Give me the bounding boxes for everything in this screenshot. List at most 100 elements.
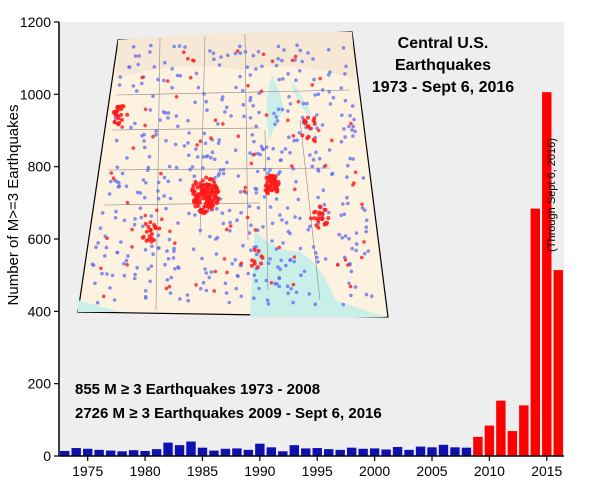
epicenter-dot-blue xyxy=(149,214,154,218)
epicenter-dot-blue xyxy=(132,222,137,227)
epicenter-dot-red xyxy=(252,247,257,252)
epicenter-dot-red xyxy=(157,226,162,231)
epicenter-dot-blue xyxy=(339,86,344,90)
bar-2005 xyxy=(427,447,437,456)
epicenter-dot-red xyxy=(265,190,270,195)
epicenter-dot-blue xyxy=(311,157,316,162)
epicenter-dot-red xyxy=(195,143,199,147)
epicenter-dot-blue xyxy=(156,180,161,185)
epicenter-dot-red xyxy=(195,201,200,206)
epicenter-dot-blue xyxy=(276,57,280,61)
epicenter-dot-blue xyxy=(276,172,281,176)
epicenter-dot-blue xyxy=(204,99,208,104)
epicenter-dot-blue xyxy=(274,115,279,119)
epicenter-dot-red xyxy=(349,121,353,126)
epicenter-dot-blue xyxy=(252,273,257,278)
epicenter-dot-blue xyxy=(162,194,166,198)
epicenter-dot-red xyxy=(116,116,121,121)
bar-1980 xyxy=(140,450,150,456)
epicenter-dot-red xyxy=(159,171,163,176)
epicenter-dot-blue xyxy=(345,195,349,200)
epicenter-dot-blue xyxy=(278,158,283,163)
epicenter-dot-red xyxy=(362,240,366,244)
epicenter-dot-blue xyxy=(171,256,176,260)
epicenter-dot-red xyxy=(186,56,190,61)
epicenter-dot-blue xyxy=(370,294,374,299)
epicenter-dot-blue xyxy=(186,141,190,145)
epicenter-dot-blue xyxy=(174,114,179,118)
epicenter-dot-red xyxy=(125,200,130,205)
epicenter-dot-blue xyxy=(248,73,253,77)
epicenter-dot-blue xyxy=(127,65,131,69)
epicenter-dot-red xyxy=(268,173,273,178)
epicenter-dot-red xyxy=(260,255,265,260)
bar-1975 xyxy=(82,448,93,456)
epicenter-dot-blue xyxy=(242,114,246,119)
epicenter-dot-blue xyxy=(350,104,355,108)
epicenter-dot-blue xyxy=(296,197,301,202)
epicenter-dot-blue xyxy=(351,124,356,129)
epicenter-dot-blue xyxy=(218,168,223,172)
epicenter-dot-blue xyxy=(176,221,180,225)
epicenter-dot-blue xyxy=(292,138,297,143)
epicenter-dot-blue xyxy=(133,217,137,221)
epicenter-dot-blue xyxy=(167,164,172,169)
bar-2009 xyxy=(473,436,483,456)
epicenter-dot-red xyxy=(228,224,233,228)
epicenter-dot-blue xyxy=(326,73,331,77)
epicenter-dot-red xyxy=(309,216,313,221)
epicenter-dot-blue xyxy=(146,165,151,170)
epicenter-dot-blue xyxy=(314,251,318,255)
epicenter-dot-red xyxy=(317,210,322,215)
epicenter-dot-red xyxy=(326,216,331,221)
epicenter-dot-red xyxy=(312,139,317,144)
epicenter-dot-blue xyxy=(283,147,288,151)
bar-1982 xyxy=(163,442,173,456)
epicenter-dot-blue xyxy=(203,141,208,146)
epicenter-dot-blue xyxy=(256,206,261,210)
epicenter-dot-blue xyxy=(282,48,286,52)
epicenter-dot-blue xyxy=(343,234,348,238)
epicenter-dot-blue xyxy=(339,139,344,144)
epicenter-dot-red xyxy=(311,118,316,123)
epicenter-dot-blue xyxy=(291,167,296,171)
epicenter-dot-red xyxy=(269,188,274,193)
epicenter-dot-blue xyxy=(234,286,239,291)
epicenter-dot-blue xyxy=(293,215,297,219)
epicenter-dot-blue xyxy=(328,102,333,106)
bar-1989 xyxy=(243,449,254,456)
epicenter-dot-blue xyxy=(233,148,238,152)
epicenter-dot-blue xyxy=(100,271,104,276)
epicenter-dot-red xyxy=(253,228,258,232)
epicenter-dot-blue xyxy=(292,259,297,264)
epicenter-dot-blue xyxy=(323,257,328,261)
epicenter-dot-blue xyxy=(93,281,97,286)
epicenter-dot-red xyxy=(211,191,216,196)
epicenter-dot-blue xyxy=(105,272,109,276)
epicenter-dot-blue xyxy=(274,197,279,201)
epicenter-dot-red xyxy=(360,202,364,206)
epicenter-dot-blue xyxy=(178,178,183,182)
epicenter-dot-blue xyxy=(216,141,221,145)
epicenter-dot-blue xyxy=(256,49,261,54)
bar-2006 xyxy=(438,444,449,456)
epicenter-dot-blue xyxy=(103,254,107,258)
epicenter-dot-red xyxy=(148,228,153,233)
epicenter-dot-red xyxy=(330,138,334,143)
epicenter-dot-blue xyxy=(133,121,137,126)
epicenter-dot-red xyxy=(323,163,328,168)
epicenter-dot-blue xyxy=(288,102,293,106)
epicenter-dot-blue xyxy=(287,135,291,139)
epicenter-dot-blue xyxy=(162,175,167,180)
epicenter-dot-blue xyxy=(337,232,342,237)
epicenter-dot-blue xyxy=(328,70,332,74)
epicenter-dot-red xyxy=(140,235,145,240)
epicenter-dot-blue xyxy=(298,216,302,221)
epicenter-dot-blue xyxy=(343,135,347,139)
epicenter-dot-blue xyxy=(320,123,325,127)
epicenter-dot-blue xyxy=(254,67,258,71)
epicenter-dot-blue xyxy=(193,213,197,217)
last-bar-note: (Through Sept 6, 2016) xyxy=(546,138,558,252)
epicenter-dot-blue xyxy=(248,116,253,120)
epicenter-dot-blue xyxy=(288,258,293,262)
